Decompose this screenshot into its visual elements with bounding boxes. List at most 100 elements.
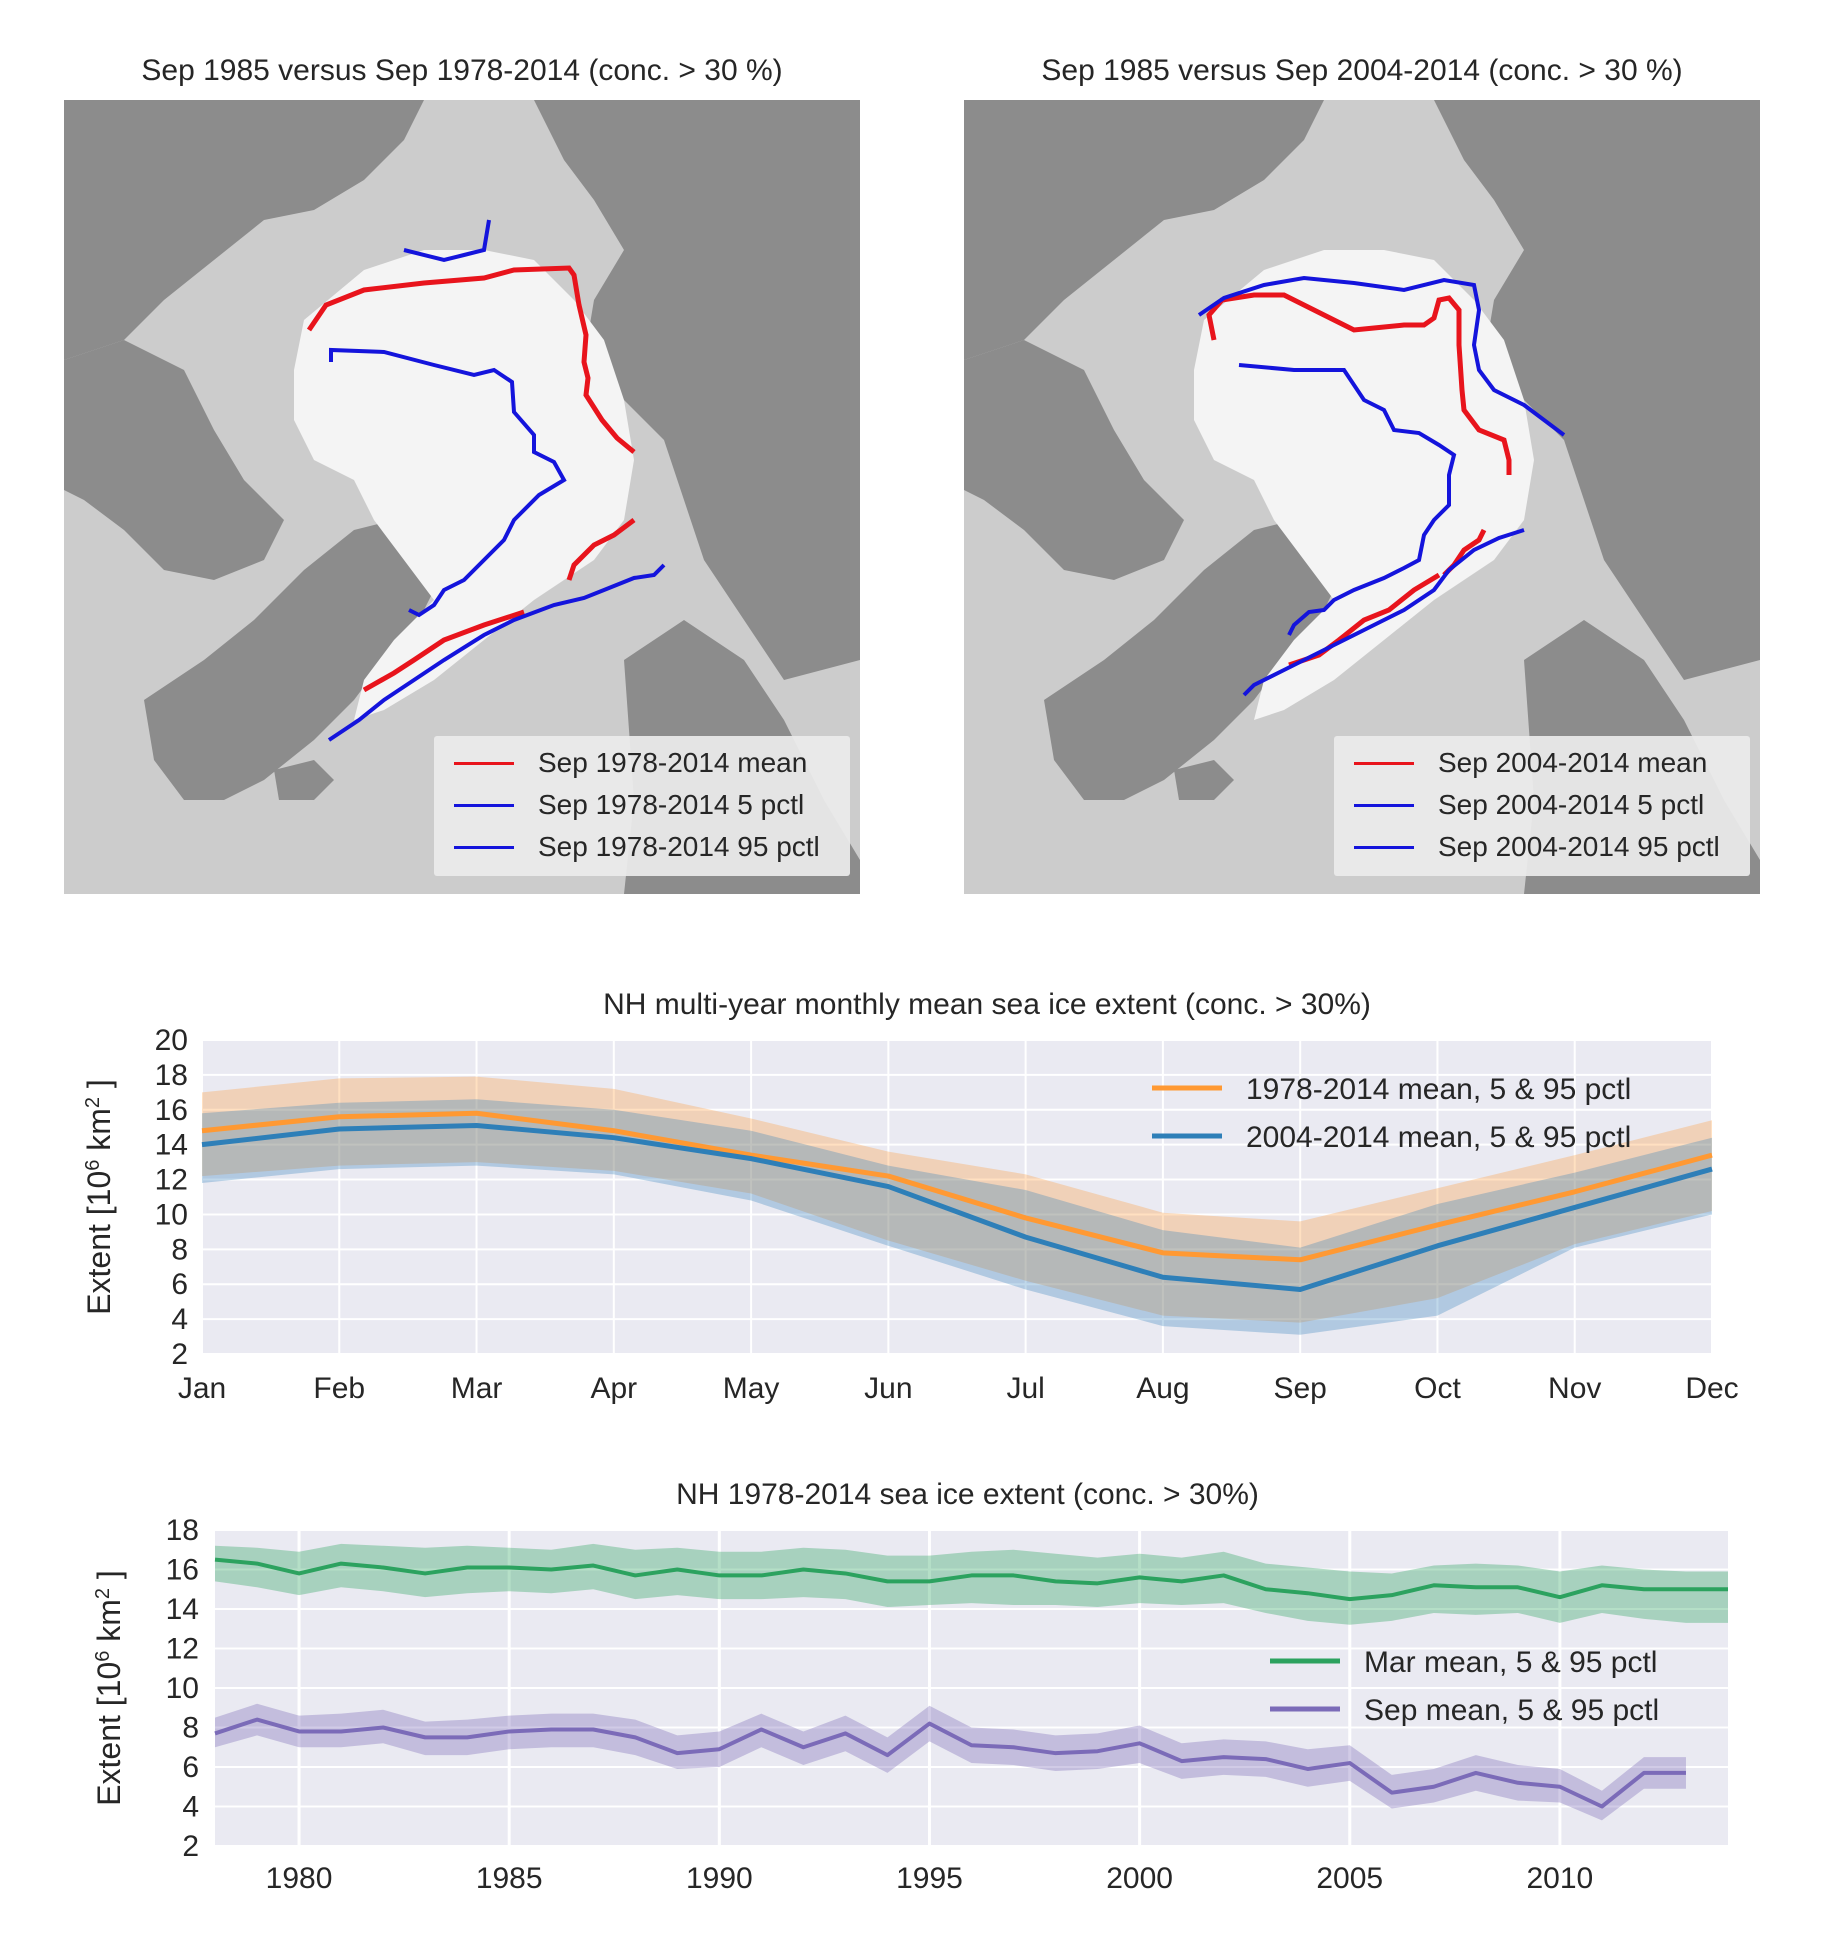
- legend-swatch-blue: [454, 845, 514, 849]
- map-left-legend: Sep 1978-2014 mean Sep 1978-2014 5 pctl …: [434, 736, 850, 876]
- x-tick-label: 2005: [1316, 1862, 1383, 1895]
- y-tick-label: 10: [155, 1198, 188, 1231]
- land-iceland: [274, 760, 334, 800]
- contour-mean-3: [1288, 572, 1441, 668]
- legend-entry-5pctl: Sep 1978-2014 5 pctl: [434, 784, 804, 826]
- land-canadian-archipelago: [964, 340, 1184, 580]
- contour-5pctl: [329, 347, 567, 618]
- y-axis-label: Extent [106 km2 ]: [81, 1079, 117, 1315]
- sea-ice: [294, 250, 634, 720]
- mean-line: [214, 1717, 1686, 1809]
- chart-title: NH multi-year monthly mean sea ice exten…: [603, 988, 1371, 1021]
- legend-label: Sep 2004-2014 95 pctl: [1438, 831, 1720, 862]
- y-tick-label: 16: [166, 1554, 199, 1587]
- legend-swatch-red: [1354, 761, 1414, 765]
- mean-line: [201, 1122, 1713, 1292]
- arctic-map-left: [64, 100, 860, 894]
- x-tick-label: 1990: [686, 1862, 753, 1895]
- legend-swatch-red: [454, 761, 514, 765]
- y-tick-label: 4: [171, 1303, 188, 1336]
- y-tick-label: 2: [182, 1830, 199, 1863]
- land-siberia: [1434, 100, 1760, 680]
- map-left: [64, 100, 860, 894]
- legend-label: Sep mean, 5 & 95 pctl: [1364, 1694, 1659, 1727]
- legend-entry-5pctl: Sep 2004-2014 5 pctl: [1334, 784, 1704, 826]
- map-right-legend: Sep 2004-2014 mean Sep 2004-2014 5 pctl …: [1334, 736, 1750, 876]
- x-tick-label: May: [723, 1372, 780, 1405]
- contour-mean: [1206, 292, 1512, 475]
- land-greenland: [1044, 520, 1334, 800]
- land-north-america-top: [64, 100, 424, 360]
- y-tick-label: 2: [171, 1338, 188, 1371]
- legend-label: Sep 1978-2014 95 pctl: [538, 831, 820, 862]
- x-tick-label: Jul: [1006, 1372, 1044, 1405]
- x-tick-label: Sep: [1273, 1372, 1326, 1405]
- legend-entry-95pctl: Sep 2004-2014 95 pctl: [1334, 826, 1720, 868]
- legend-label: Sep 1978-2014 mean: [538, 747, 808, 778]
- y-tick-label: 18: [166, 1514, 199, 1547]
- legend-label: 1978-2014 mean, 5 & 95 pctl: [1246, 1073, 1631, 1106]
- x-tick-label: 1995: [896, 1862, 963, 1895]
- contour-95pctl-2: [1242, 528, 1525, 697]
- map-right-title: Sep 1985 versus Sep 2004-2014 (conc. > 3…: [1041, 54, 1683, 87]
- y-tick-label: 6: [171, 1268, 188, 1301]
- y-tick-label: 6: [182, 1751, 199, 1784]
- y-tick-label: 14: [155, 1129, 188, 1162]
- land-greenland: [144, 520, 434, 800]
- x-tick-label: Jun: [864, 1372, 912, 1405]
- land-north-america-top: [964, 100, 1324, 360]
- y-tick-label: 14: [166, 1593, 199, 1626]
- legend-label: 2004-2014 mean, 5 & 95 pctl: [1246, 1121, 1631, 1154]
- land-iceland: [1174, 760, 1234, 800]
- percentile-band: [202, 1076, 1712, 1323]
- x-tick-label: Aug: [1136, 1372, 1189, 1405]
- contour-5pctl: [1238, 363, 1457, 636]
- contour-mean: [306, 265, 636, 454]
- y-tick-label: 10: [166, 1672, 199, 1705]
- map-left-title: Sep 1985 versus Sep 1978-2014 (conc. > 3…: [141, 54, 783, 87]
- mean-line: [201, 1110, 1713, 1263]
- x-tick-label: 1985: [476, 1862, 543, 1895]
- x-tick-label: Nov: [1548, 1372, 1601, 1405]
- x-tick-label: 1980: [266, 1862, 333, 1895]
- x-tick-label: Oct: [1414, 1372, 1461, 1405]
- y-tick-label: 8: [182, 1712, 199, 1745]
- yearly-extent-chart: NH 1978-2014 sea ice extent (conc. > 30%…: [91, 1478, 1728, 1895]
- y-tick-label: 12: [166, 1633, 199, 1666]
- x-tick-label: Dec: [1685, 1372, 1738, 1405]
- legend-label: Sep 2004-2014 mean: [1438, 747, 1708, 778]
- chart-title: NH 1978-2014 sea ice extent (conc. > 30%…: [676, 1478, 1259, 1511]
- y-tick-label: 8: [171, 1233, 188, 1266]
- legend-label: Mar mean, 5 & 95 pctl: [1364, 1646, 1657, 1679]
- contour-mean-3: [362, 609, 525, 693]
- x-tick-label: 2000: [1106, 1862, 1173, 1895]
- y-axis-label: Extent [106 km2 ]: [91, 1570, 127, 1806]
- y-tick-label: 20: [155, 1024, 188, 1057]
- legend-entry-95pctl: Sep 1978-2014 95 pctl: [434, 826, 820, 868]
- x-tick-label: Apr: [590, 1372, 637, 1405]
- percentile-band: [215, 1703, 1686, 1821]
- x-tick-label: Jan: [178, 1372, 226, 1405]
- x-tick-label: Mar: [451, 1372, 503, 1405]
- y-tick-label: 18: [155, 1059, 188, 1092]
- legend-swatch-blue: [454, 803, 514, 807]
- contour-95pctl-2: [327, 563, 666, 742]
- y-tick-label: 16: [155, 1094, 188, 1127]
- legend-swatch-blue: [1354, 803, 1414, 807]
- contour-95pctl: [403, 219, 491, 263]
- contour-95pctl: [1197, 275, 1566, 437]
- land-siberia: [534, 100, 860, 680]
- legend-label: Sep 1978-2014 5 pctl: [538, 789, 805, 820]
- contour-mean-2: [566, 518, 636, 581]
- land-canadian-archipelago: [64, 340, 284, 580]
- monthly-extent-chart: NH multi-year monthly mean sea ice exten…: [81, 988, 1739, 1405]
- mean-line: [214, 1557, 1728, 1602]
- x-tick-label: Feb: [313, 1372, 365, 1405]
- y-tick-label: 12: [155, 1164, 188, 1197]
- legend-entry-mean: Sep 1978-2014 mean: [434, 742, 807, 784]
- x-tick-label: 2010: [1527, 1862, 1594, 1895]
- legend-label: Sep 2004-2014 5 pctl: [1438, 789, 1705, 820]
- legend-entry-mean: Sep 2004-2014 mean: [1334, 742, 1707, 784]
- legend-swatch-blue: [1354, 845, 1414, 849]
- y-tick-label: 4: [182, 1791, 199, 1824]
